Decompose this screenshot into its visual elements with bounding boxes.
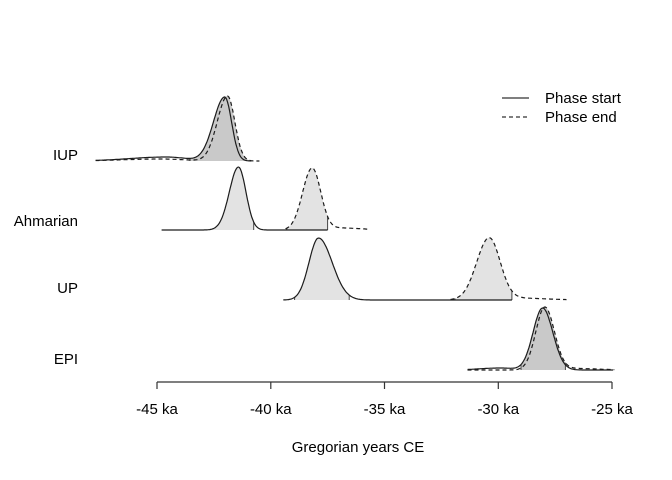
hpd-fill-epi bbox=[521, 307, 566, 370]
hpd-fill-up bbox=[294, 238, 350, 300]
density-curve-solid-epi bbox=[467, 307, 614, 371]
x-tick-label: -40 ka bbox=[250, 401, 292, 418]
row-label-epi: EPI bbox=[54, 351, 78, 368]
x-tick-label: -30 ka bbox=[477, 401, 519, 418]
density-curve-dashed-up bbox=[450, 237, 567, 301]
row-label-ahmarian: Ahmarian bbox=[14, 213, 78, 230]
hpd-fill-up bbox=[455, 237, 512, 300]
row-label-iup: IUP bbox=[53, 147, 78, 164]
density-curve-solid-up bbox=[283, 237, 513, 301]
density-curves-layer: IUP Ahmarian UP EPI -45 ka -40 ka -35 ka -30 ka… bbox=[14, 95, 633, 418]
legend-label-phase-end: Phase end bbox=[545, 109, 617, 126]
density-curve-solid-ahmarian bbox=[161, 166, 328, 231]
density-curve-dashed-ahmarian bbox=[285, 167, 370, 230]
density-curve-dashed-epi bbox=[467, 306, 615, 371]
x-tick-label: -25 ka bbox=[591, 401, 633, 418]
hpd-fill-iup bbox=[190, 96, 250, 161]
hpd-fill-ahmarian bbox=[286, 167, 328, 230]
x-tick-label: -35 ka bbox=[364, 401, 406, 418]
legend: Phase start Phase end bbox=[502, 90, 622, 126]
hpd-fill-ahmarian bbox=[210, 167, 254, 230]
legend-label-phase-start: Phase start bbox=[545, 90, 622, 107]
density-curve-solid-iup bbox=[95, 96, 252, 162]
x-axis-title: Gregorian years CE bbox=[292, 439, 425, 456]
row-label-up: UP bbox=[57, 280, 78, 297]
x-tick-label: -45 ka bbox=[136, 401, 178, 418]
